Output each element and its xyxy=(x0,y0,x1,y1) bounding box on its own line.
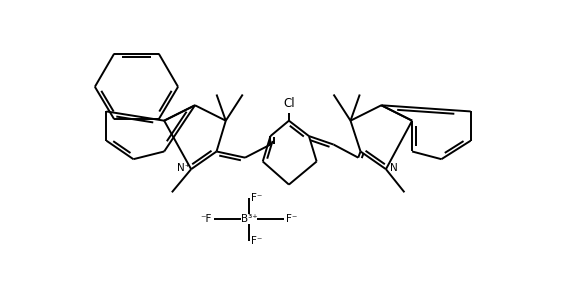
Text: F⁻: F⁻ xyxy=(251,193,262,203)
Text: ⁻F: ⁻F xyxy=(200,214,212,224)
Text: N⁺: N⁺ xyxy=(177,163,190,173)
Text: Cl: Cl xyxy=(283,97,295,110)
Text: B³⁺: B³⁺ xyxy=(240,214,257,224)
Text: F⁻: F⁻ xyxy=(251,236,262,246)
Text: N: N xyxy=(390,163,397,173)
Text: F⁻: F⁻ xyxy=(286,214,297,224)
